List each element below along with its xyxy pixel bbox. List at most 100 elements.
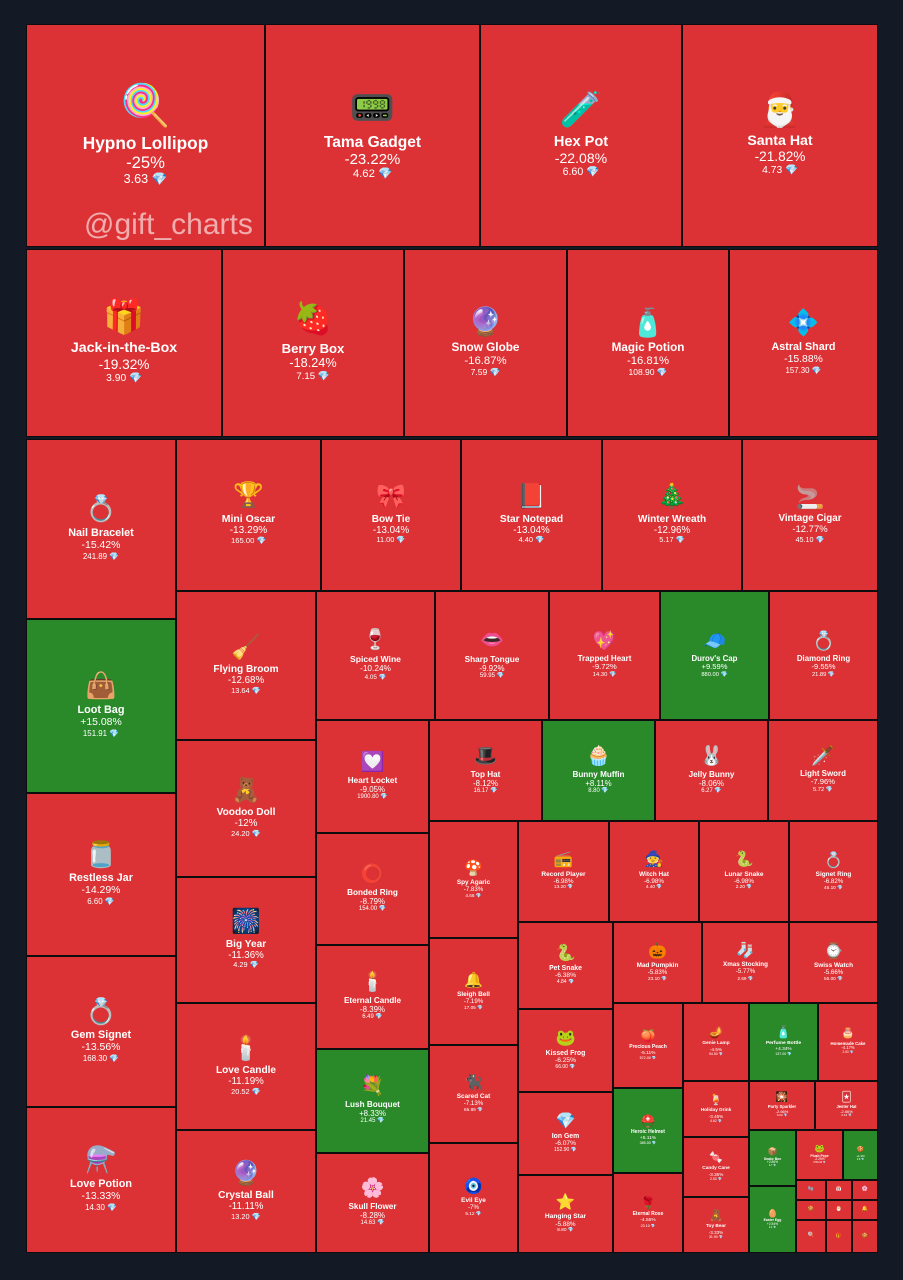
price-change: +8.11% xyxy=(585,778,612,788)
tile-restless-jar[interactable]: 🫙 Restless Jar -14.29% 6.60 💎 xyxy=(26,793,176,956)
price-number: 2.8 xyxy=(856,1157,862,1161)
price-value: 94.50 💎 xyxy=(709,1052,723,1056)
gift-name: Trapped Heart xyxy=(577,653,632,663)
kissed-frog-icon: 🐸 xyxy=(555,1029,576,1048)
price-value: 2.8 💎 xyxy=(856,1157,864,1162)
tile-flying-broom[interactable]: 🧹 Flying Broom -12.68% 13.64 💎 xyxy=(176,591,316,740)
tile-mini-oscar[interactable]: 🏆 Mini Oscar -13.29% 165.00 💎 xyxy=(176,439,321,591)
tile-diamond-ring[interactable]: 💍 Diamond Ring -9.55% 21.89 💎 xyxy=(769,591,878,720)
tile-big-year[interactable]: 🎆 Big Year -11.36% 4.29 💎 xyxy=(176,877,316,1003)
tile-heart-locket[interactable]: 💟 Heart Locket -9.05% 1900.80 💎 xyxy=(316,720,429,833)
tile-swiss-bell[interactable]: 🔔 xyxy=(852,1200,878,1220)
price-number: 45.10 xyxy=(795,535,816,544)
tile-top-hat[interactable]: 🎩 Top Hat -8.12% 16.17 💎 xyxy=(429,720,542,821)
tile-nail-bracelet[interactable]: 💍 Nail Bracelet -15.42% 241.89 💎 xyxy=(26,439,176,619)
tile-precious-peach[interactable]: 🍑 Precious Peach -5.11% 572.00 💎 xyxy=(613,1003,683,1088)
tile-pet-snake[interactable]: 🐍 Pet Snake -6.38% 4.84 💎 xyxy=(518,922,613,1009)
tile-star-notepad[interactable]: 📕 Star Notepad -13.04% 4.40 💎 xyxy=(461,439,602,591)
tile-santa-hat[interactable]: 🎅 Santa Hat -21.82% 4.73 💎 xyxy=(682,24,878,247)
tile-trapped-heart[interactable]: 💖 Trapped Heart -9.72% 14.30 💎 xyxy=(549,591,660,720)
tile-skull-flower[interactable]: 🌸 Skull Flower -8.28% 14.63 💎 xyxy=(316,1153,429,1253)
tile-sharp-tongue[interactable]: 👄 Sharp Tongue -9.92% 59.95 💎 xyxy=(435,591,549,720)
tile-witch-hat[interactable]: 🧙 Witch Hat -6.98% 4.40 💎 xyxy=(609,821,699,922)
tile-bow-tie[interactable]: 🎀 Bow Tie -13.04% 11.00 💎 xyxy=(321,439,461,591)
price-value: 5.12 💎 xyxy=(465,1211,481,1216)
tile-ion-gem[interactable]: 💎 Ion Gem -6.07% 152.90 💎 xyxy=(518,1092,613,1175)
tile-ginger-box[interactable]: 🎁 xyxy=(826,1220,852,1253)
tile-scared-cat[interactable]: 🐈‍⬛ Scared Cat -7.13% 65.89 💎 xyxy=(429,1045,518,1143)
tile-astral-shard[interactable]: 💠 Astral Shard -15.88% 157.30 💎 xyxy=(729,249,878,437)
tile-cookie-heart[interactable]: 🍪 xyxy=(796,1200,826,1220)
tile-plush-pepe[interactable]: 🐸 Plush Pepe -2.26% 4730.00 💎 xyxy=(796,1130,843,1180)
tile-santa-cap[interactable]: 🎅 xyxy=(826,1200,852,1220)
tile-spiced-wine[interactable]: 🍷 Spiced Wine -10.24% 4.05 💎 xyxy=(316,591,435,720)
tile-homemade-cake[interactable]: 🎂 Homemade Cake -4.17% 2.53 💎 xyxy=(818,1003,878,1081)
tile-jester-hat[interactable]: 🃏 Jester Hat -2.66% 2.44 💎 xyxy=(815,1081,878,1130)
price-change: -5.66% xyxy=(823,968,844,976)
price-change: -9.72% xyxy=(592,662,617,672)
tile-lunar-snake[interactable]: 🐍 Lunar Snake -6.98% 2.20 💎 xyxy=(699,821,789,922)
tile-desk-calendar[interactable]: 📅 xyxy=(826,1180,852,1200)
ion-gem-icon: 💎 xyxy=(555,1112,576,1131)
tile-hanging-star[interactable]: ⭐ Hanging Star -5.88% 8.80 💎 xyxy=(518,1175,613,1253)
gift-name: Easter Egg xyxy=(763,1218,782,1223)
tile-magic-potion[interactable]: 🧴 Magic Potion -16.81% 108.90 💎 xyxy=(567,249,729,437)
tile-spy-agaric[interactable]: 🍄 Spy Agaric -7.83% 4.66 💎 xyxy=(429,821,518,938)
tile-eternal-rose[interactable]: 🌹 Eternal Rose -4.55% 23.10 💎 xyxy=(613,1173,683,1253)
tile-toy-bear[interactable]: 🧸 Toy Bear -3.33% 31.90 💎 xyxy=(683,1197,749,1253)
tile-evil-eye[interactable]: 🧿 Evil Eye -7% 5.12 💎 xyxy=(429,1143,518,1253)
tile-snow-globe[interactable]: 🔮 Snow Globe -16.87% 7.59 💎 xyxy=(404,249,567,437)
tile-perfume-bottle[interactable]: 🧴 Perfume Bottle +4.34% 137.00 💎 xyxy=(749,1003,818,1081)
tile-snake-box[interactable]: 📦 Snake Box +2.86% 2.7 💎 xyxy=(749,1130,796,1186)
tile-vintage-cigar[interactable]: 🚬 Vintage Cigar -12.77% 45.10 💎 xyxy=(742,439,878,591)
price-change: -6.07% xyxy=(555,1140,576,1148)
tile-crystal-ball[interactable]: 🔮 Crystal Ball -11.11% 13.20 💎 xyxy=(176,1130,316,1253)
tile-bunny-muffin[interactable]: 🧁 Bunny Muffin +8.11% 8.80 💎 xyxy=(542,720,655,821)
tile-love-candle[interactable]: 🕯️ Love Candle -11.19% 20.52 💎 xyxy=(176,1003,316,1130)
tile-lush-bouquet[interactable]: 💐 Lush Bouquet +8.33% 21.45 💎 xyxy=(316,1049,429,1153)
diamond-icon: 💎 xyxy=(477,1107,483,1113)
tile-jelly-bunny[interactable]: 🐰 Jelly Bunny -8.06% 6.27 💎 xyxy=(655,720,768,821)
gift-name: Big Year xyxy=(225,938,267,950)
tile-voodoo-doll[interactable]: 🧸 Voodoo Doll -12% 24.20 💎 xyxy=(176,740,316,877)
party-sparkler-icon: 🎇 xyxy=(775,1092,789,1104)
tile-signet-ring[interactable]: 💍 Signet Ring -6.82% 45.10 💎 xyxy=(789,821,878,922)
tile-easter-egg[interactable]: 🥚 Easter Egg +2.54% 2.4 💎 xyxy=(749,1186,796,1253)
price-number: 3.90 xyxy=(106,372,130,384)
tile-mad-pumpkin[interactable]: 🎃 Mad Pumpkin -5.83% 23.10 💎 xyxy=(613,922,702,1003)
tile-durov-s-cap[interactable]: 🧢 Durov's Cap +9.59% 880.00 💎 xyxy=(660,591,769,720)
tile-hex-cookie[interactable]: 🍪 xyxy=(852,1220,878,1253)
price-value: 20.52 💎 xyxy=(231,1087,261,1096)
tile-lol-pop[interactable]: 🍭 xyxy=(796,1220,826,1253)
tile-heroic-helmet[interactable]: ⛑️ Heroic Helmet +5.11% 385.00 💎 xyxy=(613,1088,683,1173)
tile-jack-in-the-box[interactable]: 🎁 Jack-in-the-Box -19.32% 3.90 💎 xyxy=(26,249,222,437)
tile-holiday-drink[interactable]: 🍹 Holiday Drink -3.45% 4.62 💎 xyxy=(683,1081,749,1137)
tile-record-player[interactable]: 📻 Record Player -6.98% 13.20 💎 xyxy=(518,821,609,922)
tile-hex-pot[interactable]: 🧪 Hex Pot -22.08% 6.60 💎 xyxy=(480,24,682,247)
tile-kissed-frog[interactable]: 🐸 Kissed Frog -6.25% 66.00 💎 xyxy=(518,1009,613,1092)
tile-loot-bag[interactable]: 👜 Loot Bag +15.08% 151.91 💎 xyxy=(26,619,176,793)
tile-berry-box[interactable]: 🍓 Berry Box -18.24% 7.15 💎 xyxy=(222,249,404,437)
tile-sakura-flower[interactable]: 🌸 xyxy=(852,1180,878,1200)
tile-ginger-cookie[interactable]: 🍪 +1.3% 2.8 💎 xyxy=(843,1130,878,1180)
gift-name: Hex Pot xyxy=(553,133,609,150)
tile-hypno-lollipop[interactable]: 🍭 Hypno Lollipop -25% 3.63 💎 xyxy=(26,24,265,247)
tile-sleigh-bell[interactable]: 🔔 Sleigh Bell -7.19% 17.05 💎 xyxy=(429,938,518,1045)
tile-gem-signet[interactable]: 💍 Gem Signet -13.56% 168.30 💎 xyxy=(26,956,176,1107)
tile-swiss-watch[interactable]: ⌚ Swiss Watch -5.66% 55.00 💎 xyxy=(789,922,878,1003)
tile-xmas-stocking[interactable]: 🧦 Xmas Stocking -5.77% 2.69 💎 xyxy=(702,922,789,1003)
tile-candy-cane[interactable]: 🍬 Candy Cane -3.36% 2.53 💎 xyxy=(683,1137,749,1197)
tile-light-sword[interactable]: 🗡️ Light Sword -7.96% 5.72 💎 xyxy=(768,720,878,821)
tile-snow-mittens[interactable]: 🧤 xyxy=(796,1180,826,1200)
star-notepad-icon: 📕 xyxy=(516,483,547,511)
diamond-icon: 💎 xyxy=(847,1113,852,1118)
tile-party-sparkler[interactable]: 🎇 Party Sparkler -2.66% 3.00 💎 xyxy=(749,1081,815,1130)
tile-eternal-candle[interactable]: 🕯️ Eternal Candle -8.39% 6.49 💎 xyxy=(316,945,429,1049)
tile-bonded-ring[interactable]: ⭕ Bonded Ring -8.79% 154.00 💎 xyxy=(316,833,429,945)
price-number: 17.05 xyxy=(464,1004,478,1010)
tile-winter-wreath[interactable]: 🎄 Winter Wreath -12.96% 5.17 💎 xyxy=(602,439,742,591)
tile-tama-gadget[interactable]: 📟 Tama Gadget -23.22% 4.62 💎 xyxy=(265,24,480,247)
eternal-candle-icon: 🕯️ xyxy=(360,972,385,994)
tile-love-potion[interactable]: ⚗️ Love Potion -13.33% 14.30 💎 xyxy=(26,1107,176,1253)
tile-genie-lamp[interactable]: 🪔 Genie Lamp -4.5% 94.50 💎 xyxy=(683,1003,749,1081)
